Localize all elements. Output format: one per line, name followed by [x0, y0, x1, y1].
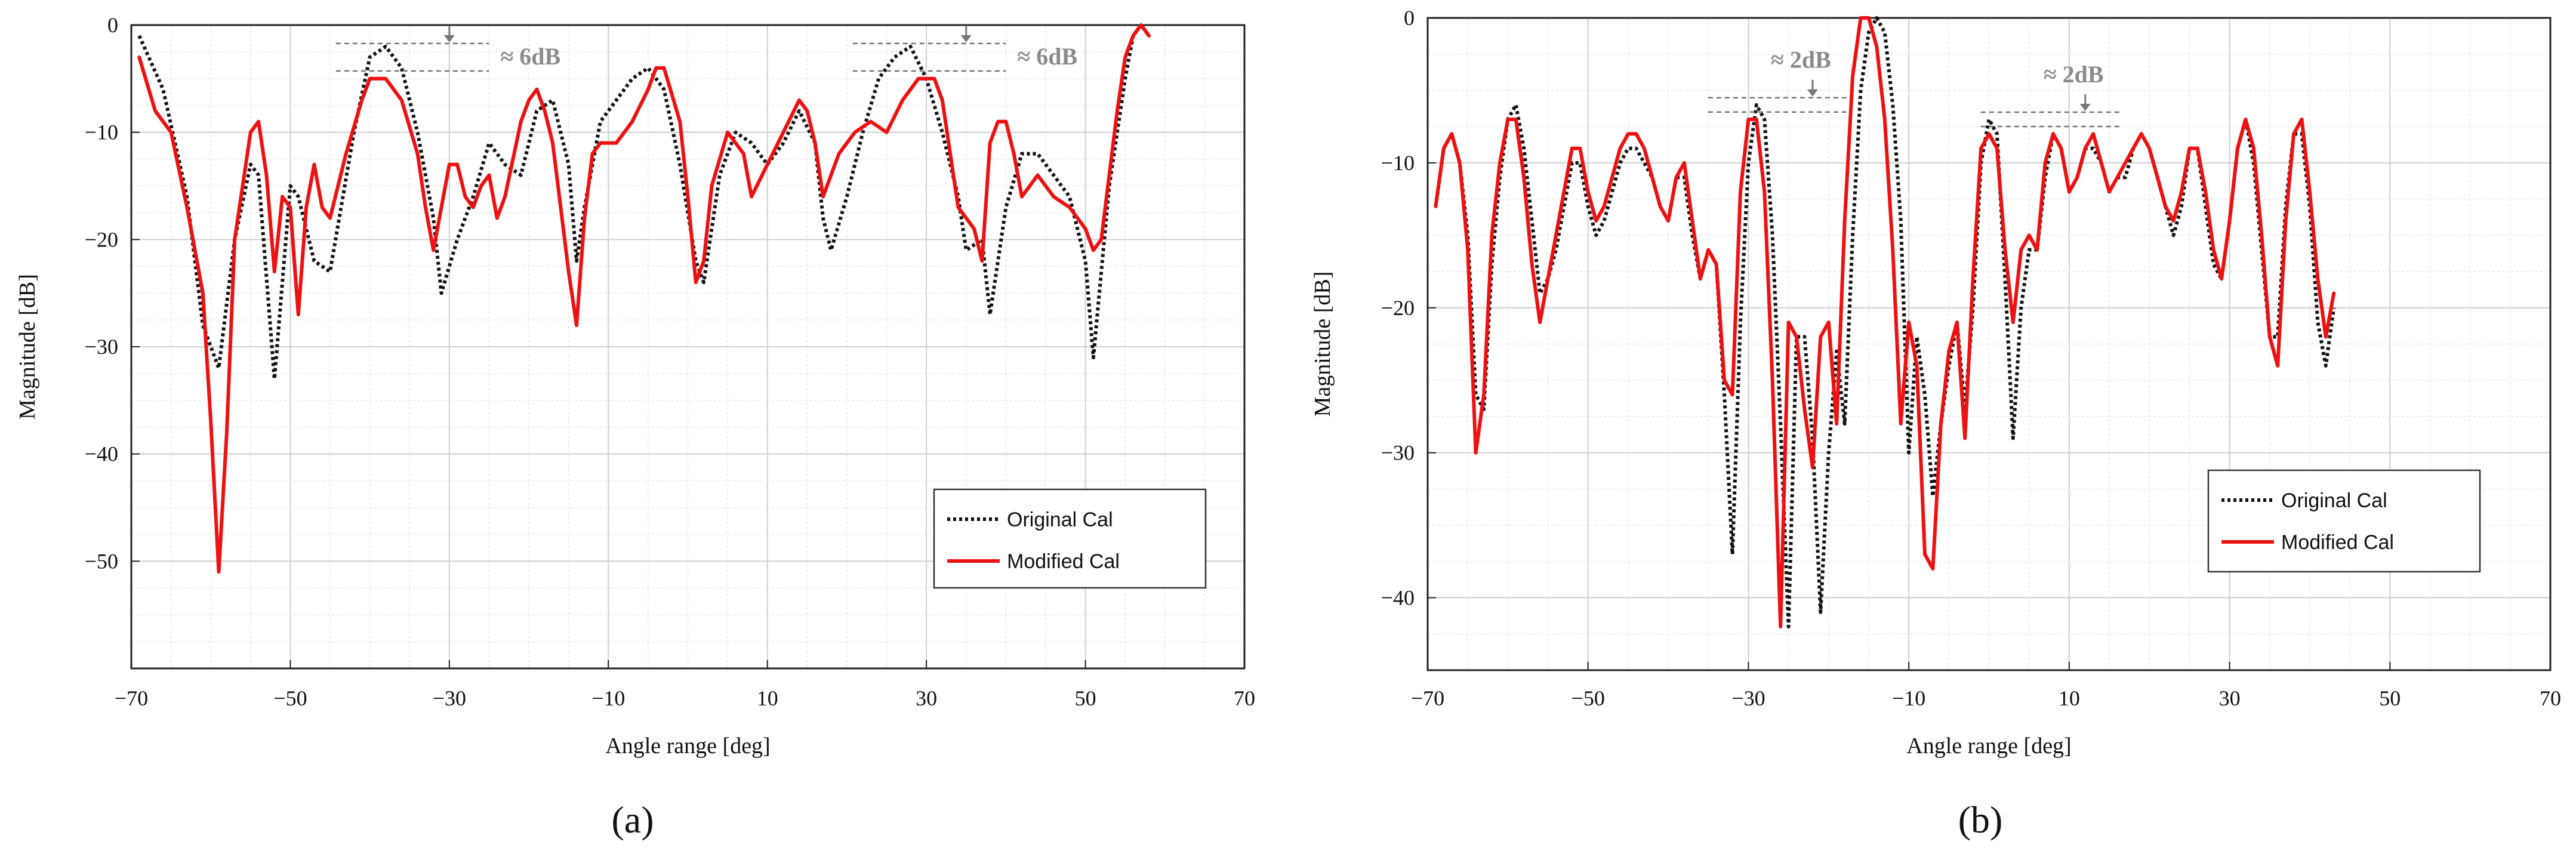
annotation: ≈ 2dB — [1708, 47, 1850, 113]
x-tick-label: 10 — [757, 686, 778, 710]
y-tick-label: −20 — [85, 227, 118, 251]
y-tick-label: −40 — [1381, 586, 1415, 610]
series-line-modified-cal — [137, 23, 1151, 574]
grid — [131, 24, 1245, 669]
x-axis-label: Angle range [deg] — [605, 733, 770, 759]
x-tick-label: −30 — [1731, 686, 1765, 710]
x-tick-label: −50 — [1572, 686, 1605, 710]
x-tick-label: −10 — [591, 686, 625, 710]
series-line-original-cal — [137, 23, 1151, 381]
x-tick-label: −50 — [273, 686, 307, 710]
panel-label: (b) — [1958, 798, 2003, 841]
annotation-arrow-head — [443, 35, 455, 42]
legend-box — [933, 488, 1207, 589]
y-tick-label: −20 — [1381, 296, 1415, 320]
annotation-label: ≈ 6dB — [500, 43, 560, 70]
y-tick-label: −10 — [85, 121, 118, 144]
x-tick-label: −30 — [433, 686, 466, 710]
x-tick-label: 30 — [916, 686, 937, 710]
legend-box — [2207, 469, 2481, 573]
panel-b: −70 −50 −30 −10 10 30 50 70 0 −10 −20 −30 −40 Angle r… — [1310, 6, 2561, 841]
annotation: ≈ 6dB — [852, 25, 1077, 72]
plot-frame — [1426, 17, 2552, 671]
annotation-arrow-head — [1807, 89, 1818, 97]
legend-label: Modified Cal — [1007, 550, 1120, 573]
y-tick-label: 0 — [107, 13, 118, 37]
legend-label: Modified Cal — [2281, 531, 2394, 554]
y-tick-label: −30 — [85, 335, 118, 359]
legend: Original Cal Modified Cal — [2207, 469, 2481, 573]
annotation-label: ≈ 2dB — [2044, 61, 2104, 88]
y-tick-label: −50 — [85, 549, 118, 573]
y-tick-label: −10 — [1381, 151, 1415, 175]
x-tick-label: 70 — [2540, 686, 2561, 710]
x-tick-label: 30 — [2219, 686, 2241, 710]
y-tick-label: 0 — [1404, 6, 1415, 30]
legend: Original Cal Modified Cal — [933, 488, 1207, 589]
annotation-arrow-head — [960, 35, 972, 42]
y-axis-label: Magnitude [dB] — [1310, 272, 1335, 417]
y-tick-label: −40 — [85, 442, 118, 466]
x-tick-label: −70 — [1411, 686, 1444, 710]
x-tick-label: −70 — [115, 686, 148, 710]
y-axis-label: Magnitude [dB] — [15, 274, 40, 420]
x-tick-label: 50 — [2379, 686, 2401, 710]
legend-label: Original Cal — [1007, 508, 1113, 531]
x-tick-label: 50 — [1075, 686, 1096, 710]
x-tick-label: −10 — [1892, 686, 1925, 710]
x-axis-label: Angle range [deg] — [1906, 733, 2071, 759]
x-tick-label: 70 — [1234, 686, 1255, 710]
annotation-arrow-head — [2079, 104, 2091, 112]
panel-label: (a) — [611, 798, 654, 841]
annotation: ≈ 6dB — [335, 25, 560, 72]
y-tick-label: −30 — [1381, 441, 1415, 465]
legend-label: Original Cal — [2281, 489, 2387, 512]
series-line-modified-cal — [1434, 16, 2336, 629]
panel-a: −70 −50 −30 −10 10 30 50 70 0 −10 −20 −30 −40 −50 Angl… — [15, 13, 1255, 841]
annotation-label: ≈ 6dB — [1017, 43, 1077, 70]
annotation: ≈ 2dB — [1980, 61, 2122, 128]
x-tick-label: 10 — [2059, 686, 2080, 710]
annotation-label: ≈ 2dB — [1771, 47, 1831, 73]
